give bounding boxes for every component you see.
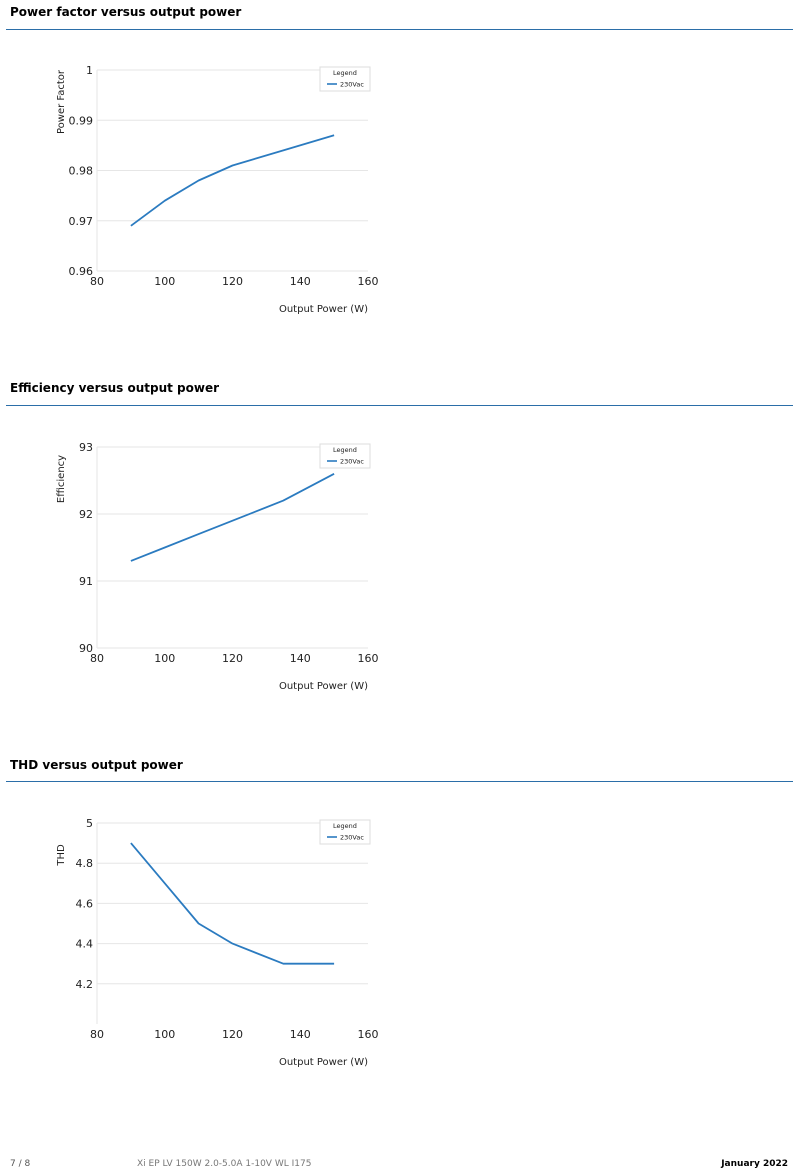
legend: Legend 230Vac (319, 443, 371, 469)
x-tick-label: 160 (358, 1028, 379, 1041)
y-tick-label: 93 (79, 441, 93, 454)
y-tick-label: 4.2 (76, 978, 94, 991)
legend-box (319, 819, 371, 845)
y-tick-label: 4.6 (76, 897, 94, 910)
x-tick-label: 140 (290, 652, 311, 665)
legend: Legend 230Vac (319, 66, 371, 92)
y-tick-label: 92 (79, 508, 93, 521)
section-divider (6, 781, 793, 782)
x-axis-label: Output Power (W) (279, 304, 368, 315)
section-divider (6, 405, 793, 406)
legend-title: Legend (333, 69, 357, 77)
legend: Legend 230Vac (319, 819, 371, 845)
series-line (130, 473, 335, 562)
y-tick-label: 91 (79, 575, 93, 588)
y-tick-label: 5 (86, 817, 93, 830)
x-axis-label: Output Power (W) (279, 1057, 368, 1068)
x-tick-label: 140 (290, 275, 311, 288)
legend-title: Legend (333, 822, 357, 830)
footer-product-name: Xi EP LV 150W 2.0-5.0A 1-10V WL I175 (137, 1159, 312, 1169)
x-tick-label: 100 (154, 652, 175, 665)
x-tick-label: 160 (358, 275, 379, 288)
y-tick-label: 1 (86, 64, 93, 77)
y-axis-label: Efficiency (56, 455, 67, 503)
x-tick-label: 100 (154, 1028, 175, 1041)
x-tick-label: 100 (154, 275, 175, 288)
legend-box (319, 66, 371, 92)
footer-date: January 2022 (721, 1159, 788, 1169)
section-title-power-factor: Power factor versus output power (10, 5, 242, 19)
legend-entry: 230Vac (340, 834, 364, 842)
section-divider (6, 29, 793, 30)
y-tick-label: 0.97 (69, 215, 94, 228)
legend-entry: 230Vac (340, 81, 364, 89)
legend-entry: 230Vac (340, 458, 364, 466)
y-tick-label: 4.4 (76, 938, 94, 951)
footer-page-number: 7 / 8 (10, 1159, 31, 1169)
legend-box (319, 443, 371, 469)
y-axis-label: THD (56, 844, 67, 867)
thd-chart: 4.2 4.4 4.6 4.8 5 80 100 120 140 160 THD Output Pow… (56, 817, 379, 1068)
section-title-efficiency: Efficiency versus output power (10, 381, 220, 395)
series-line (130, 134, 335, 227)
x-tick-label: 80 (90, 1028, 104, 1041)
x-tick-label: 80 (90, 275, 104, 288)
y-tick-label: 0.98 (69, 165, 94, 178)
y-axis-label: Power Factor (56, 69, 67, 134)
x-tick-label: 80 (90, 652, 104, 665)
y-tick-label: 90 (79, 642, 93, 655)
y-tick-label: 4.8 (76, 857, 94, 870)
efficiency-chart: 90 91 92 93 80 100 120 140 160 Efficiency Output P… (56, 441, 379, 692)
y-tick-label: 0.99 (69, 114, 94, 127)
x-tick-label: 140 (290, 1028, 311, 1041)
power-factor-chart: 0.96 0.97 0.98 0.99 1 80 100 120 140 160 Power Fac… (56, 64, 379, 315)
legend-title: Legend (333, 446, 357, 454)
x-axis-label: Output Power (W) (279, 681, 368, 692)
series-line (130, 842, 335, 965)
x-tick-label: 120 (222, 275, 243, 288)
y-tick-label: 0.96 (69, 265, 94, 278)
x-tick-label: 160 (358, 652, 379, 665)
x-tick-label: 120 (222, 1028, 243, 1041)
section-title-thd: THD versus output power (10, 758, 183, 772)
x-tick-label: 120 (222, 652, 243, 665)
